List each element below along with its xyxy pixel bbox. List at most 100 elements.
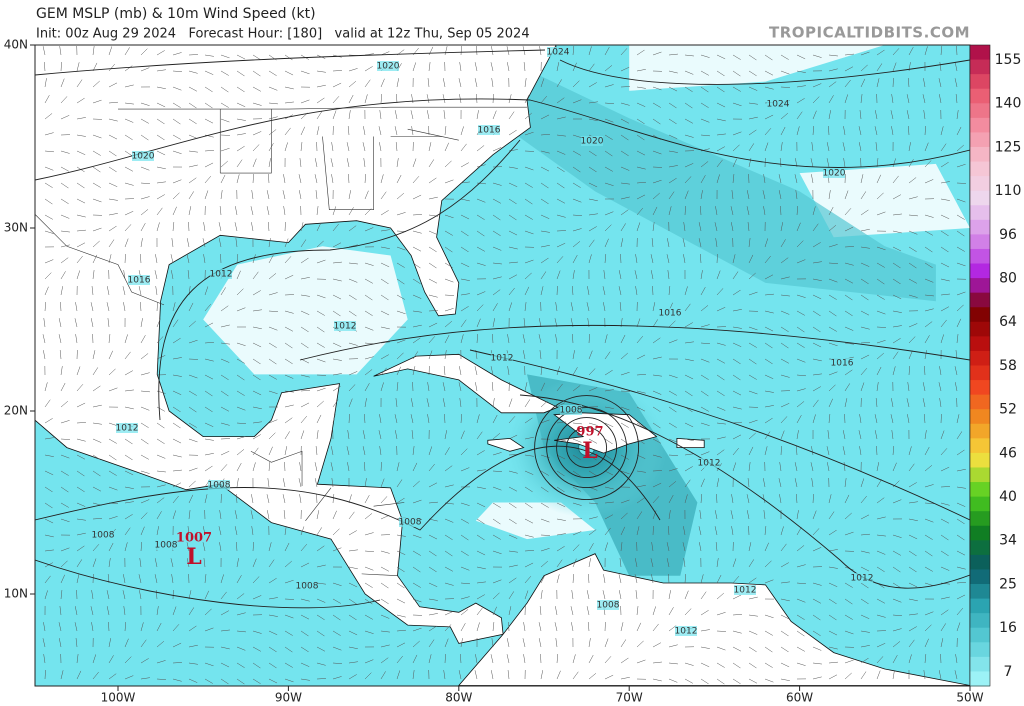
wind-barb (764, 579, 774, 584)
wind-barb (876, 211, 886, 216)
wind-barb (492, 592, 500, 600)
wind-barb (156, 50, 165, 56)
wind-barb (171, 238, 174, 248)
wind-barb (378, 126, 382, 136)
wind-barb (316, 111, 323, 120)
wind-barb (188, 118, 197, 125)
wind-barb (396, 94, 398, 104)
wind-barb (316, 630, 325, 637)
wind-barb (668, 481, 677, 488)
wind-barb (940, 306, 950, 312)
wind-barb (108, 134, 118, 140)
lon-tick-label: 100W (101, 691, 136, 705)
wind-barb (716, 478, 720, 488)
wind-barb (348, 414, 350, 424)
wind-barb (108, 254, 112, 264)
wind-barb (794, 478, 798, 488)
colorbar-segment (970, 59, 990, 75)
wind-barb (748, 419, 758, 424)
colorbar-segment (970, 336, 990, 352)
wind-barb (332, 614, 341, 621)
wind-barb (284, 127, 291, 136)
wind-barb (732, 662, 741, 669)
wind-barb (186, 254, 190, 264)
wind-barb (44, 302, 46, 312)
wind-barb (908, 336, 916, 344)
wind-barb (444, 582, 454, 586)
wind-barb (572, 270, 575, 280)
wind-barb (140, 622, 144, 632)
wind-barb (348, 646, 358, 650)
wind-barb (523, 654, 526, 664)
wind-barb (812, 310, 821, 317)
wind-barb (92, 254, 98, 264)
wind-barb (267, 510, 270, 520)
wind-barb (284, 579, 294, 584)
wind-barb (108, 101, 118, 104)
wind-barb (395, 430, 398, 440)
wind-barb (140, 438, 149, 445)
wind-barb (924, 624, 932, 632)
wind-barb (76, 214, 86, 218)
wind-barb (204, 286, 209, 296)
wind-barb (124, 166, 134, 172)
wind-barb (540, 518, 550, 523)
wind-barb (666, 254, 670, 264)
wind-barb (492, 318, 495, 328)
wind-barb (940, 502, 950, 506)
wind-barb (635, 590, 638, 600)
wind-barb (588, 543, 594, 552)
wind-barb (668, 86, 678, 92)
wind-barb (796, 326, 805, 333)
wind-barb (908, 582, 918, 588)
wind-barb (74, 622, 78, 632)
wind-barb (172, 357, 182, 360)
wind-barb (428, 294, 438, 298)
wind-barb (172, 454, 182, 458)
wind-barb (346, 142, 350, 152)
wind-barb (508, 129, 517, 136)
wind-barb (428, 639, 435, 648)
wind-barb (156, 511, 162, 520)
wind-barb (940, 319, 947, 328)
colorbar-segment (970, 45, 990, 61)
wind-barb (266, 190, 270, 200)
wind-barb (636, 511, 643, 520)
wind-barb (92, 422, 102, 425)
wind-barb (764, 342, 773, 349)
wind-barb (572, 486, 581, 492)
wind-barb (268, 70, 277, 76)
wind-barb (252, 421, 262, 424)
wind-barb (268, 254, 274, 264)
wind-barb (556, 421, 566, 424)
border (407, 128, 459, 141)
wind-barb (396, 78, 399, 88)
wind-barb (91, 590, 94, 600)
wind-barb (956, 126, 962, 136)
wind-barb (700, 610, 709, 616)
wind-barb (572, 454, 581, 460)
wind-barb (556, 574, 560, 584)
border (220, 109, 272, 174)
wind-barb (812, 326, 821, 333)
wind-barb (780, 257, 789, 264)
wind-barb (474, 366, 478, 376)
wind-barb (810, 158, 814, 168)
wind-barb (412, 262, 421, 269)
wind-barb (508, 214, 517, 221)
wind-barb (876, 446, 878, 456)
wind-barb (908, 482, 917, 488)
border (305, 487, 332, 521)
wind-barb (90, 318, 94, 328)
isobar-label: 1008 (597, 601, 620, 611)
wind-barb (956, 291, 966, 296)
wind-barb (683, 254, 686, 264)
wind-barb (524, 576, 532, 584)
wind-barb (76, 242, 86, 248)
wind-barb (923, 110, 926, 120)
wind-barb (811, 446, 814, 456)
wind-barb (842, 446, 846, 456)
isobar-label-bg (698, 458, 720, 468)
wind-barb (364, 310, 373, 316)
wind-barb (459, 94, 462, 104)
